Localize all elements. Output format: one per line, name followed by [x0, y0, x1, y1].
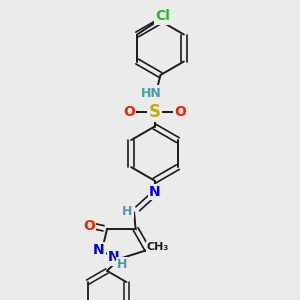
Text: O: O	[83, 219, 95, 233]
Text: N: N	[108, 250, 119, 264]
Text: N: N	[149, 185, 160, 199]
Text: H: H	[117, 258, 127, 271]
Text: N: N	[93, 243, 104, 257]
Text: O: O	[123, 105, 135, 118]
Text: CH₃: CH₃	[147, 242, 169, 252]
Text: Cl: Cl	[155, 10, 170, 23]
Text: O: O	[174, 105, 186, 118]
Text: S: S	[148, 103, 160, 121]
Text: H: H	[122, 205, 133, 218]
Text: HN: HN	[141, 86, 162, 100]
